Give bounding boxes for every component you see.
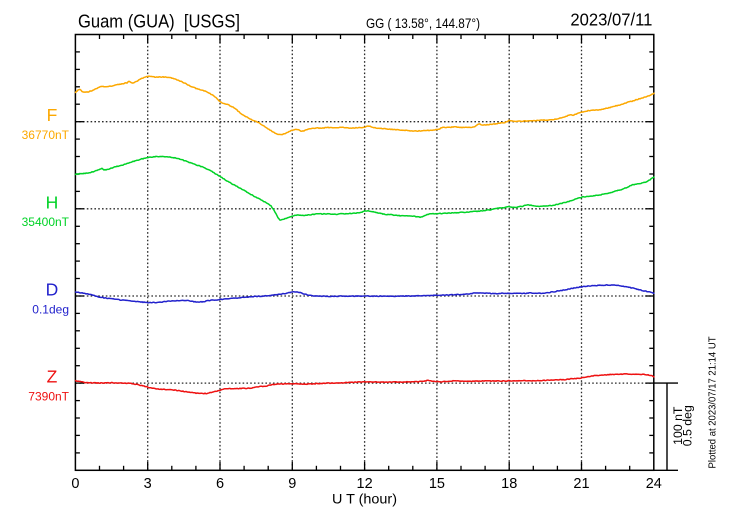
svg-text:Guam (GUA) [USGS]: Guam (GUA) [USGS] [78,11,240,32]
svg-text:24: 24 [646,476,662,492]
svg-text:Plotted at 2023/07/17 21:14 UT: Plotted at 2023/07/17 21:14 UT [708,337,719,469]
svg-text:H: H [46,192,59,212]
svg-text:36770nT: 36770nT [22,128,70,142]
svg-text:12: 12 [357,476,373,492]
svg-text:0.5 deg: 0.5 deg [681,405,695,446]
svg-text:18: 18 [501,476,517,492]
svg-text:0: 0 [71,476,79,492]
svg-text:F: F [47,105,58,125]
svg-text:15: 15 [429,476,445,492]
svg-text:21: 21 [573,476,589,492]
svg-text:Z: Z [47,367,58,387]
svg-text:0.1deg: 0.1deg [32,302,69,316]
svg-text:2023/07/11: 2023/07/11 [570,10,652,30]
svg-text:7390nT: 7390nT [28,389,69,403]
svg-text:U T (hour): U T (hour) [332,491,397,507]
svg-text:D: D [46,280,59,300]
svg-text:GG ( 13.58°, 144.87°): GG ( 13.58°, 144.87°) [366,15,480,31]
svg-text:100 nT: 100 nT [671,406,685,445]
svg-text:9: 9 [288,476,296,492]
svg-text:6: 6 [216,476,224,492]
svg-text:3: 3 [144,476,152,492]
svg-text:35400nT: 35400nT [22,215,70,229]
